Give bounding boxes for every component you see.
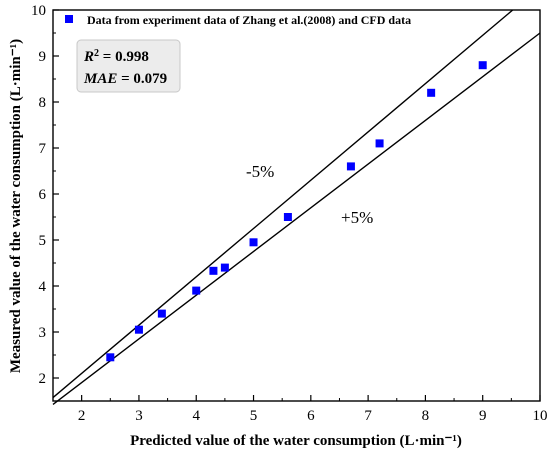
data-point <box>375 139 384 148</box>
x-tick-label: 5 <box>250 408 258 424</box>
data-point <box>249 238 258 247</box>
legend: Data from experiment data of Zhang et al… <box>65 13 411 27</box>
y-tick-label: 6 <box>39 187 47 203</box>
data-point <box>346 162 355 171</box>
data-point <box>478 61 487 70</box>
stats-box: R2 = 0.998 MAE = 0.079 <box>76 39 181 93</box>
x-tick-label: 3 <box>135 408 143 424</box>
data-point <box>134 325 143 334</box>
y-tick-label: 2 <box>39 371 47 387</box>
legend-marker <box>65 15 73 23</box>
y-tick-label: 10 <box>31 3 46 19</box>
r-squared-stat: R2 = 0.998 <box>83 48 149 65</box>
reference-lines <box>52 9 541 406</box>
x-tick-label: 4 <box>192 408 200 424</box>
x-tick-label: 9 <box>479 408 487 424</box>
y-tick-label: 4 <box>39 279 47 295</box>
mae-stat: MAE = 0.079 <box>83 71 167 87</box>
x-tick-label: 6 <box>307 408 315 424</box>
data-point <box>106 353 115 362</box>
x-axis-ticks: 2 3 4 5 6 7 8 9 10 <box>78 395 548 424</box>
data-point <box>157 309 166 318</box>
x-tick-label: 7 <box>364 408 372 424</box>
x-tick-label: 10 <box>533 408 548 424</box>
y-tick-label: 7 <box>39 141 47 157</box>
minus-5-percent-label: -5% <box>246 162 274 181</box>
legend-label: Data from experiment data of Zhang et al… <box>87 13 411 27</box>
x-tick-label: 8 <box>422 408 430 424</box>
data-point <box>220 263 229 272</box>
data-point <box>192 286 201 295</box>
reference-line-minus-5 <box>52 9 514 399</box>
x-axis-title: Predicted value of the water consumption… <box>130 433 462 449</box>
reference-line-plus-5 <box>52 32 541 406</box>
y-tick-label: 3 <box>39 325 47 341</box>
y-axis-title: Measured value of the water consumption … <box>8 39 24 373</box>
y-axis-ticks: 2 3 4 5 6 7 8 9 10 <box>31 3 59 387</box>
data-point <box>283 213 292 221</box>
data-point <box>427 88 436 97</box>
stats-box-background <box>76 39 181 93</box>
x-tick-label: 2 <box>78 408 86 424</box>
y-tick-label: 8 <box>39 95 47 111</box>
plus-5-percent-label: +5% <box>341 208 373 227</box>
y-tick-label: 9 <box>39 49 47 65</box>
plot-area-frame <box>52 9 541 402</box>
y-tick-label: 5 <box>39 233 47 249</box>
data-point <box>209 266 218 275</box>
data-points <box>106 61 487 362</box>
